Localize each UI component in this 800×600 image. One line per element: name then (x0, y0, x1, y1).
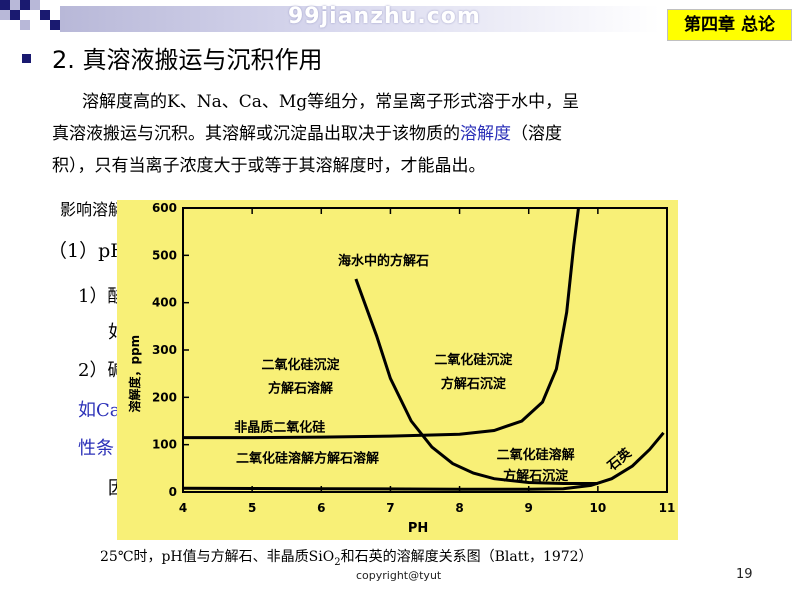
x-tick-label: 8 (455, 501, 463, 515)
section-title: 2. 真溶液搬运与沉积作用 (52, 46, 323, 74)
y-tick-label: 400 (152, 296, 177, 310)
chapter-badge: 第四章 总论 (667, 9, 792, 41)
para-line-3: 积），只有当离子浓度大于或等于其溶解度时，才能晶出。 (52, 156, 486, 176)
chart-annotation: 方解石沉淀 (503, 468, 569, 484)
corner-decoration (0, 0, 60, 30)
chart-annotation: 石英 (604, 444, 636, 474)
x-tick-label: 9 (525, 501, 533, 515)
x-axis-label: PH (408, 521, 428, 536)
para-line-1: 溶解度高的K、Na、Ca、Mg等组分，常呈离子形式溶于水中，呈 (82, 92, 580, 112)
y-tick-label: 100 (152, 438, 177, 452)
solubility-term: 溶解度 (460, 124, 511, 144)
watermark: 99jianzhu.com (288, 4, 481, 29)
y-tick-label: 500 (152, 248, 177, 262)
y-tick-label: 300 (152, 343, 177, 357)
chart-annotation: 二氧化硅溶解 (497, 447, 575, 463)
para-line-2: 真溶液搬运与沉积。其溶解或沉淀晶出取决于该物质的溶解度（溶度 (52, 124, 562, 144)
figure-caption: 25℃时，pH值与方解石、非晶质SiO2和石英的溶解度关系图（Blatt，197… (100, 549, 593, 568)
condition-fragment: 性条 (78, 438, 114, 459)
chart-annotation: 二氧化硅溶解方解石溶解 (236, 451, 379, 467)
x-tick-label: 4 (179, 501, 187, 515)
y-tick-label: 200 (152, 390, 177, 404)
chart-annotation: 方解石沉淀 (441, 376, 507, 392)
x-tick-label: 10 (590, 501, 607, 515)
series-line-2 (182, 431, 665, 491)
solubility-chart: 4 5 6 7 8 9 10 11 0 100 200 300 400 500 600 PH 溶解度，ppm 海水… (117, 200, 678, 540)
page-number: 19 (736, 567, 753, 582)
copyright-footer: copyright@tyut (356, 569, 442, 582)
bullet-square-icon (22, 54, 31, 63)
ca-fragment: 如Ca (78, 400, 121, 421)
series-line-0 (354, 278, 598, 485)
sub-item-1: 1）酸 (78, 286, 126, 307)
ph-item: （1）pH (48, 240, 127, 262)
plot-frame (182, 207, 668, 493)
series-line-1 (183, 207, 580, 440)
y-tick-label: 600 (152, 201, 177, 215)
body-paragraph: 溶解度高的K、Na、Ca、Mg等组分，常呈离子形式溶于水中，呈 真溶液搬运与沉积… (52, 86, 752, 182)
sub-item-2: 2）碱 (78, 360, 126, 381)
chart-annotation: 二氧化硅沉淀 (262, 357, 341, 373)
x-tick-label: 11 (659, 501, 676, 515)
chart-annotation: 二氧化硅沉淀 (434, 352, 513, 368)
y-tick-label: 0 (169, 485, 177, 499)
chart-annotation: 非晶质二氧化硅 (234, 419, 325, 435)
x-tick-label: 7 (386, 501, 394, 515)
x-tick-label: 5 (248, 501, 256, 515)
x-tick-label: 6 (317, 501, 325, 515)
chart-annotation: 海水中的方解石 (338, 253, 429, 269)
chart-annotation: 方解石溶解 (268, 381, 333, 397)
chart-svg: 4 5 6 7 8 9 10 11 0 100 200 300 400 500 600 PH 溶解度，ppm 海水… (127, 201, 676, 536)
header-bar (60, 6, 660, 32)
y-axis-label: 溶解度，ppm (127, 335, 142, 413)
